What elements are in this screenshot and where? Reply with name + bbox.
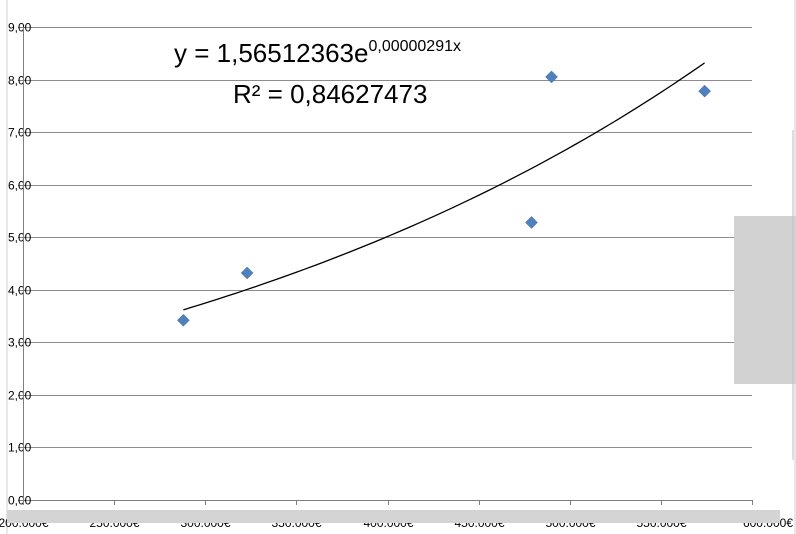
y-tick-label-6: 6,00: [8, 179, 32, 193]
y-tick-label-3: 3,00: [8, 336, 32, 350]
bottom-gray-bar: [7, 510, 780, 523]
y-tick-label-8: 8,00: [8, 74, 32, 88]
data-point-3: [545, 70, 558, 84]
gridlines: [23, 27, 752, 501]
y-tick-label-4: 4,00: [8, 284, 32, 298]
y-tick-label-1: 1,00: [8, 441, 32, 455]
gray-overlay-block: [734, 216, 796, 384]
data-point-1: [240, 266, 254, 280]
data-point-2: [525, 216, 538, 229]
data-points: [177, 70, 711, 327]
equation-prefix: y = 1,56512363e: [174, 38, 368, 68]
data-point-4: [698, 84, 711, 98]
y-tick-label-7: 7,00: [8, 126, 32, 140]
y-axis: 0,00 1,00 2,00 3,00 4,00 5,00 6,00 7,00 8,00 9,00: [8, 21, 32, 508]
trendline-group: [183, 62, 705, 311]
trendline: [183, 62, 705, 311]
trendline-equation: y = 1,56512363e0,00000291x R² = 0,846274…: [174, 38, 461, 109]
data-point-0: [177, 313, 190, 327]
y-tick-label-0: 0,00: [8, 494, 32, 508]
y-tick-label-2: 2,00: [8, 389, 32, 403]
y-tick-label-9: 9,00: [8, 21, 32, 35]
equation-exponent: 0,00000291x: [368, 38, 461, 55]
y-tick-label-5: 5,00: [8, 231, 32, 245]
r-squared-label: R² = 0,84627473: [233, 79, 427, 109]
svg-text:y = 1,56512363e0,00000291x: y = 1,56512363e0,00000291x: [174, 38, 461, 68]
